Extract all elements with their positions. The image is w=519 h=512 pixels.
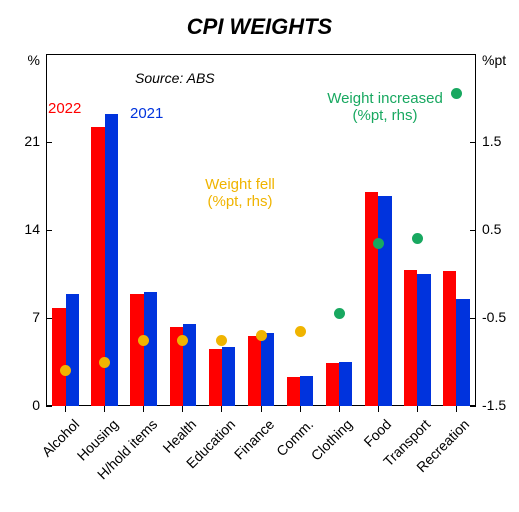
x-tickmark: [104, 406, 105, 412]
y-right-tick: -0.5: [482, 309, 506, 325]
bar-2021: [339, 362, 352, 406]
x-tickmark: [65, 406, 66, 412]
dot-weight-fell: [256, 330, 267, 341]
bar-2022: [404, 270, 417, 406]
legend-2022: 2022: [48, 100, 81, 117]
x-tickmark: [417, 406, 418, 412]
dot-weight-fell: [216, 335, 227, 346]
dot-weight-fell: [99, 357, 110, 368]
bar-2021: [144, 292, 157, 406]
bar-2022: [209, 349, 222, 406]
x-tickmark: [378, 406, 379, 412]
bar-2021: [300, 376, 313, 406]
y-right-tickmark: [470, 318, 476, 319]
x-tickmark: [339, 406, 340, 412]
x-tickmark: [300, 406, 301, 412]
y-left-tick: 7: [0, 309, 40, 325]
dot-weight-fell: [177, 335, 188, 346]
dot-weight-fell: [295, 326, 306, 337]
y-left-tick: 21: [0, 133, 40, 149]
y-right-tick: -1.5: [482, 397, 506, 413]
source-label: Source: ABS: [135, 70, 215, 86]
bar-2022: [130, 294, 143, 406]
x-tickmark: [143, 406, 144, 412]
y-left-tick: 0: [0, 397, 40, 413]
chart-title: CPI WEIGHTS: [0, 14, 519, 40]
dot-weight-increased: [373, 238, 384, 249]
bar-2022: [326, 363, 339, 406]
bar-2022: [443, 271, 456, 406]
y-left-tick: 14: [0, 221, 40, 237]
y-left-unit: %: [0, 52, 40, 68]
legend-weight-increased: Weight increased(%pt, rhs): [327, 90, 443, 125]
y-right-tickmark: [470, 230, 476, 231]
y-right-tickmark: [470, 142, 476, 143]
bar-2021: [222, 347, 235, 406]
y-right-tickmark: [470, 406, 476, 407]
dot-weight-increased: [334, 308, 345, 319]
legend-2021: 2021: [130, 105, 163, 122]
y-left-tickmark: [46, 142, 52, 143]
x-tickmark: [221, 406, 222, 412]
y-left-tickmark: [46, 406, 52, 407]
bar-2021: [417, 274, 430, 406]
legend-weight-fell: Weight fell(%pt, rhs): [205, 176, 275, 211]
x-tickmark: [182, 406, 183, 412]
y-left-tickmark: [46, 318, 52, 319]
x-tickmark: [261, 406, 262, 412]
y-left-tickmark: [46, 230, 52, 231]
bar-2021: [261, 333, 274, 406]
y-right-tick: 1.5: [482, 133, 501, 149]
y-right-tick: 0.5: [482, 221, 501, 237]
bar-2022: [365, 192, 378, 406]
bar-2021: [378, 196, 391, 406]
bar-2022: [287, 377, 300, 406]
dot-weight-increased: [451, 88, 462, 99]
dot-weight-fell: [138, 335, 149, 346]
bar-2021: [456, 299, 469, 406]
bar-2021: [66, 294, 79, 406]
y-right-unit: %pt: [482, 52, 506, 68]
x-tickmark: [456, 406, 457, 412]
bar-2022: [248, 336, 261, 406]
bar-2022: [52, 308, 65, 406]
